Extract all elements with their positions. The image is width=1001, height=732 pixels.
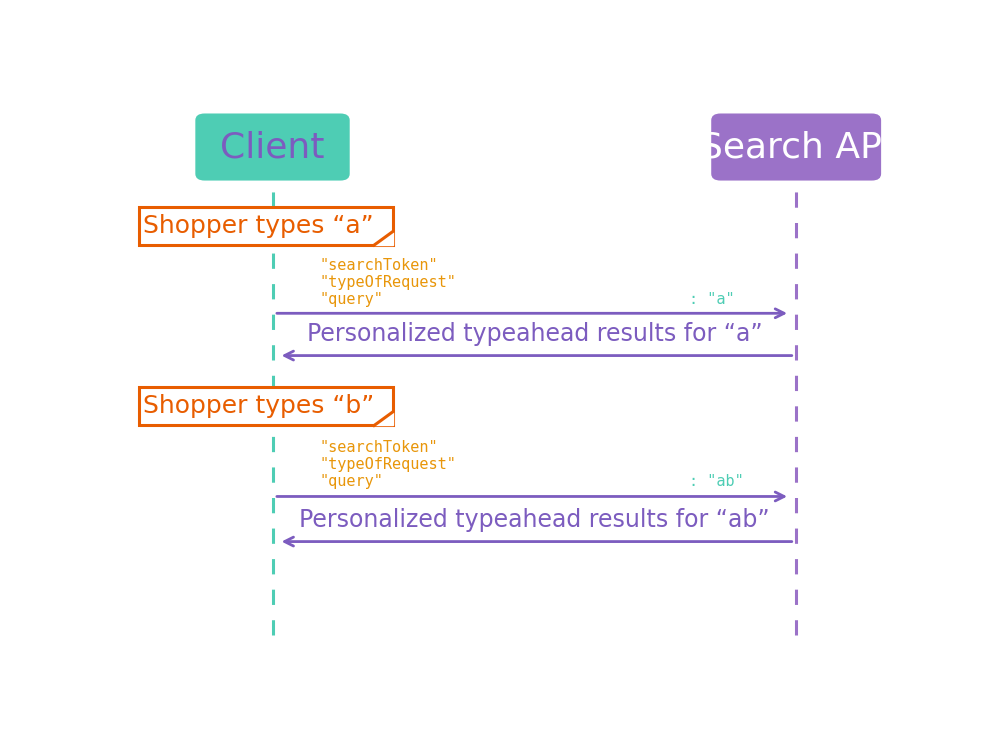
FancyBboxPatch shape [139, 206, 392, 245]
Text: "searchToken": "searchToken" [319, 440, 437, 455]
Text: Shopper types “a”: Shopper types “a” [143, 214, 373, 238]
Text: Client: Client [220, 130, 324, 164]
Text: Personalized typeahead results for “ab”: Personalized typeahead results for “ab” [299, 508, 770, 532]
Polygon shape [374, 231, 392, 245]
Text: "typeOfRequest": "typeOfRequest" [319, 274, 455, 290]
Polygon shape [374, 412, 392, 425]
Text: : "ab": : "ab" [690, 474, 744, 489]
Text: : "a": : "a" [690, 292, 735, 307]
Text: "typeOfRequest": "typeOfRequest" [319, 457, 455, 472]
Text: Shopper types “b”: Shopper types “b” [142, 395, 373, 418]
Text: Personalized typeahead results for “a”: Personalized typeahead results for “a” [306, 322, 762, 346]
Text: "searchToken": "searchToken" [319, 258, 437, 273]
Text: "query": "query" [319, 292, 383, 307]
FancyBboxPatch shape [712, 113, 881, 181]
FancyBboxPatch shape [139, 387, 392, 425]
FancyBboxPatch shape [195, 113, 349, 181]
Text: "query": "query" [319, 474, 383, 489]
Text: Search API: Search API [700, 130, 893, 164]
